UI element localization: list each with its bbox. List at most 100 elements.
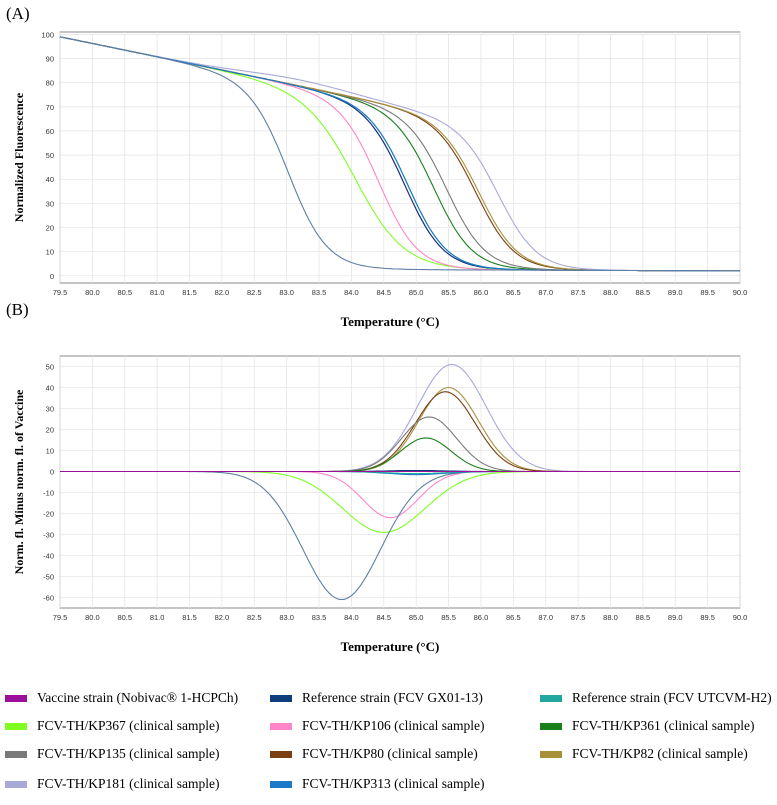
x-tick-label: 87.0 (538, 288, 553, 297)
legend-item: FCV-TH/KP106 (clinical sample) (270, 718, 484, 734)
y-tick-label: 30 (46, 405, 54, 414)
x-tick-label: 81.5 (182, 288, 197, 297)
x-tick-label: 80.0 (85, 613, 100, 622)
y-tick-label: -40 (43, 552, 54, 561)
y-tick-label: 50 (46, 151, 54, 160)
x-tick-label: 83.5 (312, 613, 327, 622)
x-axis-label: Temperature (°C) (341, 314, 440, 329)
legend-item: Vaccine strain (Nobivac® 1-HCPCh) (5, 690, 238, 706)
x-tick-label: 83.5 (312, 288, 327, 297)
x-tick-label: 79.5 (53, 613, 68, 622)
legend-label: FCV-TH/KP135 (clinical sample) (37, 746, 220, 761)
legend-swatch (270, 780, 292, 788)
y-tick-label: 50 (46, 363, 54, 372)
x-tick-label: 80.5 (117, 288, 132, 297)
y-tick-label: -30 (43, 531, 54, 540)
legend-item: FCV-TH/KP361 (clinical sample) (540, 718, 754, 734)
x-tick-label: 88.5 (636, 288, 651, 297)
x-tick-label: 85.5 (441, 288, 456, 297)
legend-item: Reference strain (FCV UTCVM-H2) (540, 690, 772, 706)
x-tick-label: 88.0 (603, 288, 618, 297)
melt-curve-line (59, 36, 740, 272)
x-tick-label: 88.0 (603, 613, 618, 622)
x-tick-label: 87.0 (538, 613, 553, 622)
x-tick-label: 90.0 (733, 613, 748, 622)
y-tick-label: 10 (46, 447, 54, 456)
y-tick-label: 70 (46, 103, 54, 112)
x-tick-label: 82.5 (247, 288, 262, 297)
y-tick-label: 20 (46, 223, 54, 232)
chart-a: 79.5 80.0 80.5 81.0 81.5 82.0 82.5 83.0 83.5 84.0… (12, 30, 748, 329)
x-tick-label: 87.5 (571, 288, 586, 297)
legend-swatch (5, 722, 27, 730)
x-tick-label: 86.0 (474, 288, 489, 297)
x-tick-label: 84.0 (344, 613, 359, 622)
plot-area (59, 355, 741, 609)
y-tick-label: -20 (43, 510, 54, 519)
x-tick-label: 85.5 (441, 613, 456, 622)
x-tick-label: 84.0 (344, 288, 359, 297)
x-tick-label: 83.0 (279, 613, 294, 622)
x-tick-label: 90.0 (733, 288, 748, 297)
legend-item: FCV-TH/KP80 (clinical sample) (270, 746, 478, 762)
y-tick-label: 40 (46, 175, 54, 184)
legend-label: FCV-TH/KP106 (clinical sample) (302, 718, 485, 733)
x-tick-label: 85.0 (409, 613, 424, 622)
legend-label: FCV-TH/KP80 (clinical sample) (302, 746, 478, 761)
legend-swatch (540, 750, 562, 758)
panel-b-label: (B) (6, 300, 29, 319)
y-tick-label: 40 (46, 384, 54, 393)
x-tick-label: 86.5 (506, 613, 521, 622)
x-tick-label: 86.0 (474, 613, 489, 622)
legend: Vaccine strain (Nobivac® 1-HCPCh) Referen… (0, 690, 777, 805)
legend-label: Reference strain (FCV UTCVM-H2) (572, 690, 772, 705)
legend-label: FCV-TH/KP181 (clinical sample) (37, 776, 220, 791)
x-tick-label: 82.0 (215, 288, 230, 297)
y-tick-label: -50 (43, 573, 54, 582)
y-tick-label: -10 (43, 489, 54, 498)
legend-item: FCV-TH/KP82 (clinical sample) (540, 746, 748, 762)
legend-swatch (5, 694, 27, 702)
x-tick-label: 86.5 (506, 288, 521, 297)
x-tick-label: 81.0 (150, 288, 165, 297)
legend-swatch (270, 722, 292, 730)
legend-label: FCV-TH/KP313 (clinical sample) (302, 776, 485, 791)
y-axis-label: Norm. fl. Minus norm. fl. of Vaccine (12, 389, 26, 574)
y-tick-label: 20 (46, 426, 54, 435)
x-tick-label: 89.5 (700, 613, 715, 622)
x-tick-label: 89.0 (668, 613, 683, 622)
legend-item: FCV-TH/KP135 (clinical sample) (5, 746, 219, 762)
legend-item: FCV-TH/KP313 (clinical sample) (270, 776, 484, 792)
legend-item: FCV-TH/KP367 (clinical sample) (5, 718, 219, 734)
y-tick-label: 80 (46, 79, 54, 88)
x-tick-label: 82.5 (247, 613, 262, 622)
legend-label: FCV-TH/KP82 (clinical sample) (572, 746, 748, 761)
chart-b: 79.5 80.0 80.5 81.0 81.5 82.0 82.5 83.0 83.5 84.0… (12, 355, 748, 654)
x-tick-label: 85.0 (409, 288, 424, 297)
legend-item: FCV-TH/KP181 (clinical sample) (5, 776, 219, 792)
x-tick-label: 83.0 (279, 288, 294, 297)
x-axis-label: Temperature (°C) (341, 639, 440, 654)
y-tick-label: 60 (46, 127, 54, 136)
y-tick-label: 90 (46, 55, 54, 64)
x-tick-label: 81.0 (150, 613, 165, 622)
x-tick-label: 88.5 (636, 613, 651, 622)
x-tick-label: 84.5 (377, 288, 392, 297)
x-tick-label: 87.5 (571, 613, 586, 622)
legend-item: Reference strain (FCV GX01-13) (270, 690, 483, 706)
legend-label: FCV-TH/KP367 (clinical sample) (37, 718, 220, 733)
legend-label: Reference strain (FCV GX01-13) (302, 690, 483, 705)
y-tick-label: 0 (50, 272, 54, 281)
y-axis-label: Normalized Fluorescence (12, 92, 26, 222)
legend-label: Vaccine strain (Nobivac® 1-HCPCh) (37, 690, 239, 705)
y-tick-label: -60 (43, 594, 54, 603)
x-tick-label: 89.5 (700, 288, 715, 297)
y-tick-label: 10 (46, 248, 54, 257)
y-tick-label: 0 (50, 468, 54, 477)
legend-swatch (5, 780, 27, 788)
legend-swatch (540, 722, 562, 730)
x-tick-label: 81.5 (182, 613, 197, 622)
x-tick-label: 79.5 (53, 288, 68, 297)
x-tick-label: 82.0 (215, 613, 230, 622)
legend-swatch (5, 750, 27, 758)
